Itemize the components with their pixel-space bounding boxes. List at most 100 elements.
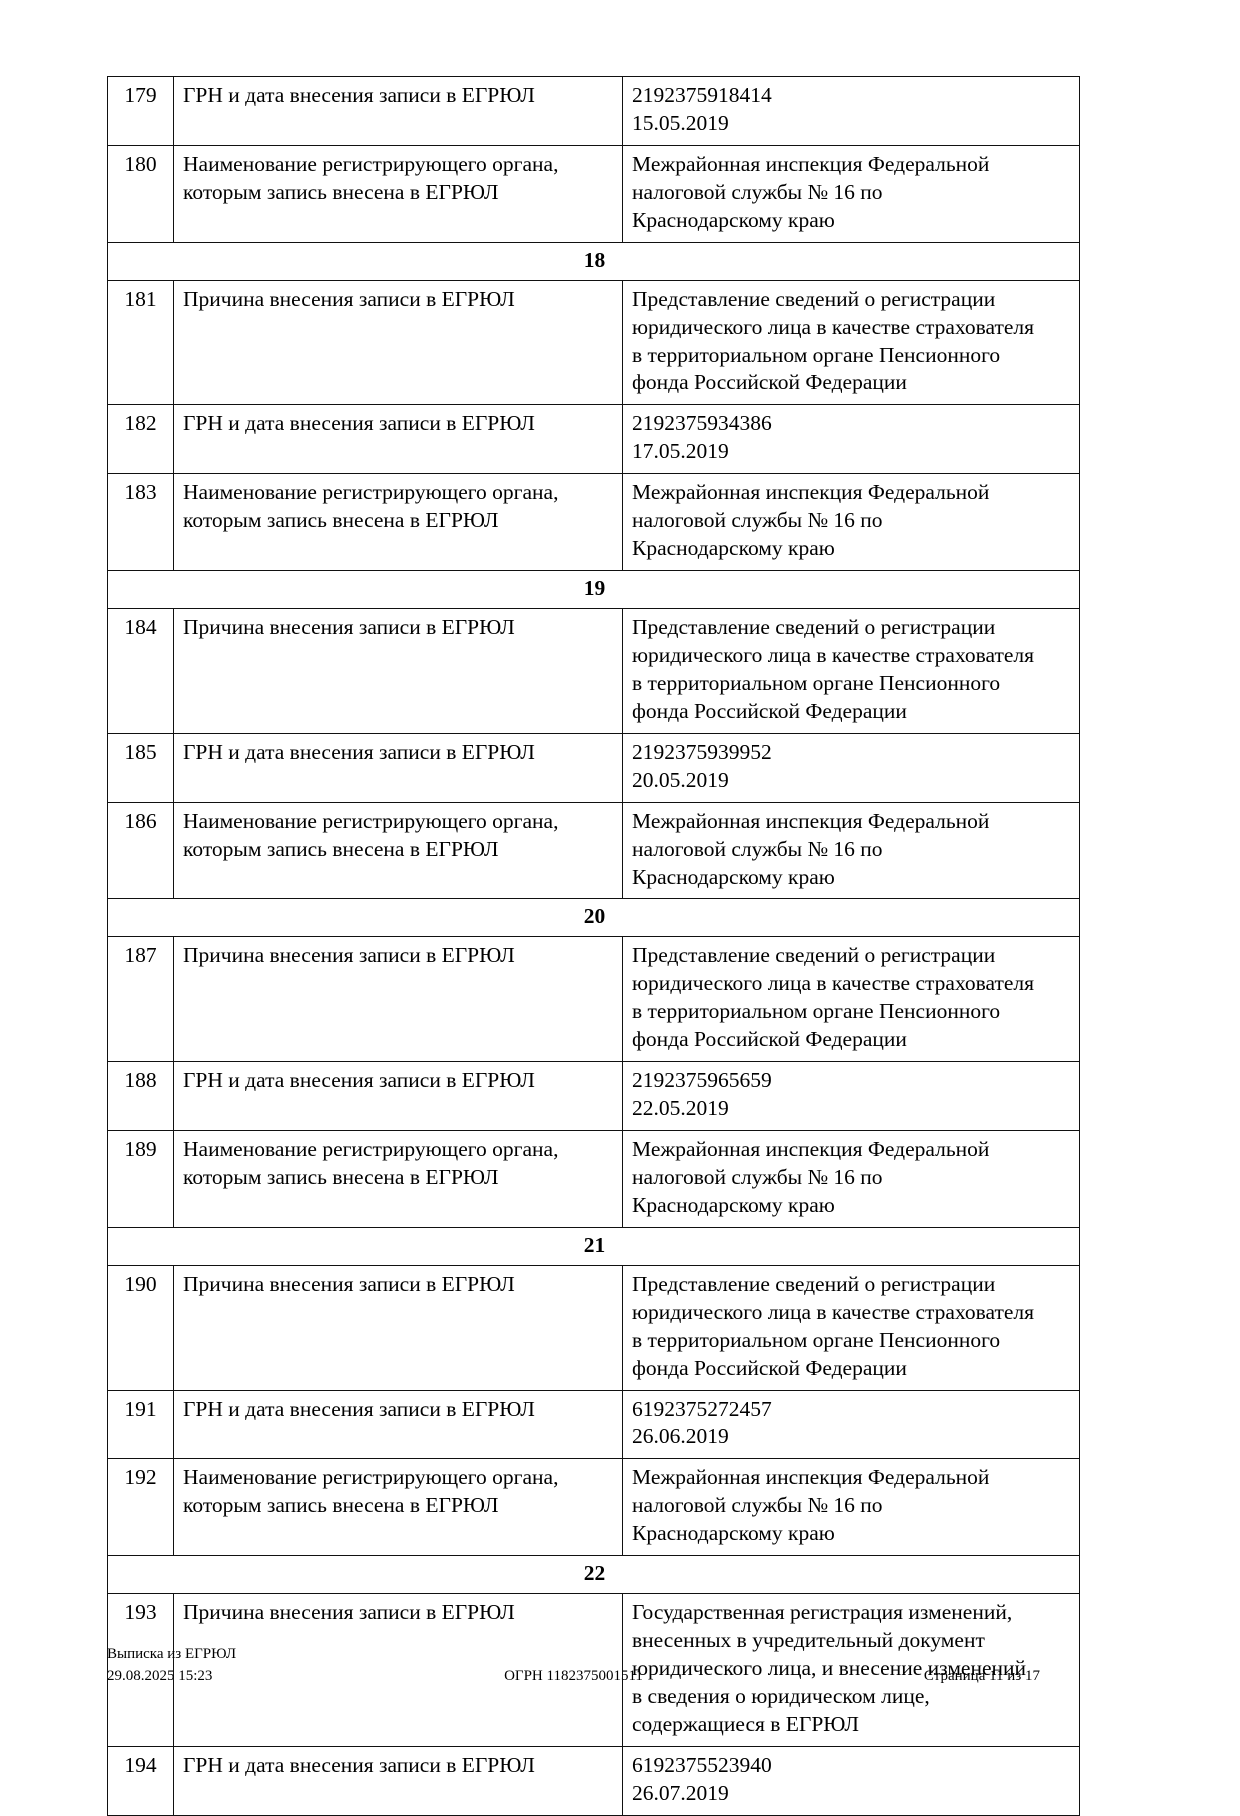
row-value-cell: Межрайонная инспекция Федеральной налогов… xyxy=(622,144,1080,243)
row-value-cell: Межрайонная инспекция Федеральной налогов… xyxy=(622,473,1080,572)
table-body: 179 ГРН и дата внесения записи в ЕГРЮЛ 219… xyxy=(107,76,1080,1816)
value-line: налоговой службы № 16 по xyxy=(632,508,883,533)
value-line: юридического лица, и внесение изменений xyxy=(632,1656,1027,1680)
value-line: 6192375272457 xyxy=(632,1396,772,1421)
value-line: содержащиеся в ЕГРЮЛ xyxy=(632,1711,859,1736)
table-row: 184 Причина внесения записи в ЕГРЮЛ Предст… xyxy=(107,608,1080,734)
group-header-title: 22 xyxy=(107,1555,1080,1595)
row-label-cell: Причина внесения записи в ЕГРЮЛ xyxy=(173,1264,623,1391)
row-label-cell: Наименование регистрирующего органа, кот… xyxy=(173,144,623,243)
row-label-cell: Наименование регистрирующего органа, кот… xyxy=(173,1130,623,1228)
row-label-cell: ГРН и дата внесения записи в ЕГРЮЛ xyxy=(173,1745,623,1816)
row-value-cell: Межрайонная инспекция Федеральной налогов… xyxy=(622,801,1080,900)
value-line: Краснодарскому краю xyxy=(632,864,835,889)
table-row: 188 ГРН и дата внесения записи в ЕГРЮЛ 219… xyxy=(107,1061,1080,1131)
table-row: 180 Наименование регистрирующего органа, … xyxy=(107,144,1080,243)
value-line: фонда Российской Федерации xyxy=(632,698,907,723)
footer-ogrn: ОГРН 1182375001511 xyxy=(504,1668,643,1684)
row-label-cell: ГРН и дата внесения записи в ЕГРЮЛ xyxy=(173,76,623,146)
value-line: в территориальном органе Пенсионного xyxy=(632,670,1001,695)
footer-page-number: Страница 11 из 17 xyxy=(923,1668,1040,1684)
group-header-title: 20 xyxy=(107,898,1080,938)
table-row: 185 ГРН и дата внесения записи в ЕГРЮЛ 219… xyxy=(107,732,1080,803)
group-header-title: 19 xyxy=(107,570,1080,609)
group-header-title: 18 xyxy=(107,241,1080,281)
row-value-cell: 6192375523940 26.07.2019 xyxy=(622,1745,1080,1816)
footer-row-top: Выписка из ЕГРЮЛ xyxy=(107,1644,1040,1666)
row-number-cell: 190 xyxy=(107,1264,174,1391)
table-group-header-row: 18 xyxy=(107,241,1080,281)
table-row: 181 Причина внесения записи в ЕГРЮЛ Предст… xyxy=(107,279,1080,406)
table-group-header-row: 19 xyxy=(107,570,1080,609)
value-line: юридического лица в качестве страховател… xyxy=(632,1299,1035,1324)
row-number-cell: 180 xyxy=(107,144,174,243)
value-line: юридического лица в качестве страховател… xyxy=(632,314,1035,339)
row-value-cell: Государственная регистрация изменений, вн… xyxy=(622,1593,1080,1747)
row-value-cell: Представление сведений о регистрации юрид… xyxy=(622,608,1080,734)
table-row: 191 ГРН и дата внесения записи в ЕГРЮЛ 619… xyxy=(107,1389,1080,1460)
table-row: 183 Наименование регистрирующего органа, … xyxy=(107,473,1080,572)
egrul-records-table: 179 ГРН и дата внесения записи в ЕГРЮЛ 219… xyxy=(107,76,1080,1816)
row-number-cell: 194 xyxy=(107,1745,174,1816)
group-header-title: 21 xyxy=(107,1226,1080,1266)
value-line: налоговой службы № 16 по xyxy=(632,1493,883,1518)
value-line: налоговой службы № 16 по xyxy=(632,179,883,204)
value-line: 17.05.2019 xyxy=(632,439,729,464)
row-label-cell: Причина внесения записи в ЕГРЮЛ xyxy=(173,279,623,406)
row-value-cell: 6192375272457 26.06.2019 xyxy=(622,1389,1080,1460)
value-line: Межрайонная инспекция Федеральной xyxy=(632,151,990,176)
value-line: 22.05.2019 xyxy=(632,1096,729,1121)
row-number-cell: 183 xyxy=(107,473,174,572)
row-number-cell: 179 xyxy=(107,76,174,146)
value-line: 2192375939952 xyxy=(632,739,772,764)
row-number-cell: 186 xyxy=(107,801,174,900)
table-row: 194 ГРН и дата внесения записи в ЕГРЮЛ 619… xyxy=(107,1745,1080,1816)
value-line: 15.05.2019 xyxy=(632,110,729,135)
value-line: юридического лица в качестве страховател… xyxy=(632,642,1035,667)
value-line: Представление сведений о регистрации xyxy=(632,1271,996,1296)
value-line: фонда Российской Федерации xyxy=(632,370,907,395)
row-label-cell: Наименование регистрирующего органа, кот… xyxy=(173,801,623,900)
value-line: Межрайонная инспекция Федеральной xyxy=(632,1465,990,1490)
value-line: Межрайонная инспекция Федеральной xyxy=(632,1137,990,1161)
value-line: 2192375965659 xyxy=(632,1068,772,1093)
row-value-cell: Представление сведений о регистрации юрид… xyxy=(622,1264,1080,1391)
value-line: Государственная регистрация изменений, xyxy=(632,1600,1013,1625)
row-value-cell: 2192375965659 22.05.2019 xyxy=(622,1061,1080,1131)
footer-row-bottom: 29.08.2025 15:23 ОГРН 1182375001511 Стра… xyxy=(107,1666,1040,1688)
table-row: 186 Наименование регистрирующего органа, … xyxy=(107,801,1080,900)
row-label-cell: Причина внесения записи в ЕГРЮЛ xyxy=(173,608,623,734)
row-number-cell: 182 xyxy=(107,404,174,475)
row-label-cell: ГРН и дата внесения записи в ЕГРЮЛ xyxy=(173,1061,623,1131)
value-line: 6192375523940 xyxy=(632,1752,772,1777)
value-line: налоговой службы № 16 по xyxy=(632,1164,883,1189)
row-number-cell: 188 xyxy=(107,1061,174,1131)
row-value-cell: Представление сведений о регистрации юрид… xyxy=(622,936,1080,1063)
value-line: фонда Российской Федерации xyxy=(632,1027,907,1052)
table-group-header-row: 21 xyxy=(107,1226,1080,1266)
row-number-cell: 193 xyxy=(107,1593,174,1747)
row-label-cell: Наименование регистрирующего органа, кот… xyxy=(173,1458,623,1557)
value-line: в территориальном органе Пенсионного xyxy=(632,342,1001,367)
value-line: 20.05.2019 xyxy=(632,767,729,792)
value-line: Представление сведений о регистрации xyxy=(632,615,996,639)
table-row: 193 Причина внесения записи в ЕГРЮЛ Госуда… xyxy=(107,1593,1080,1747)
row-value-cell: 2192375939952 20.05.2019 xyxy=(622,732,1080,803)
value-line: 2192375934386 xyxy=(632,411,772,436)
value-line: Краснодарскому краю xyxy=(632,1192,835,1217)
value-line: в сведения о юридическом лице, xyxy=(632,1683,930,1708)
row-value-cell: Межрайонная инспекция Федеральной налогов… xyxy=(622,1458,1080,1557)
value-line: в территориальном органе Пенсионного xyxy=(632,1327,1001,1352)
row-number-cell: 191 xyxy=(107,1389,174,1460)
value-line: внесенных в учредительный документ xyxy=(632,1628,985,1653)
row-number-cell: 184 xyxy=(107,608,174,734)
table-row: 190 Причина внесения записи в ЕГРЮЛ Предст… xyxy=(107,1264,1080,1391)
table-group-header-row: 20 xyxy=(107,898,1080,938)
document-page: 179 ГРН и дата внесения записи в ЕГРЮЛ 219… xyxy=(107,76,1080,1816)
row-label-cell: ГРН и дата внесения записи в ЕГРЮЛ xyxy=(173,732,623,803)
table-row: 189 Наименование регистрирующего органа, … xyxy=(107,1130,1080,1228)
row-number-cell: 187 xyxy=(107,936,174,1063)
row-value-cell: Представление сведений о регистрации юрид… xyxy=(622,279,1080,406)
footer-generated-at: 29.08.2025 15:23 xyxy=(107,1668,213,1684)
row-label-cell: Причина внесения записи в ЕГРЮЛ xyxy=(173,1593,623,1747)
